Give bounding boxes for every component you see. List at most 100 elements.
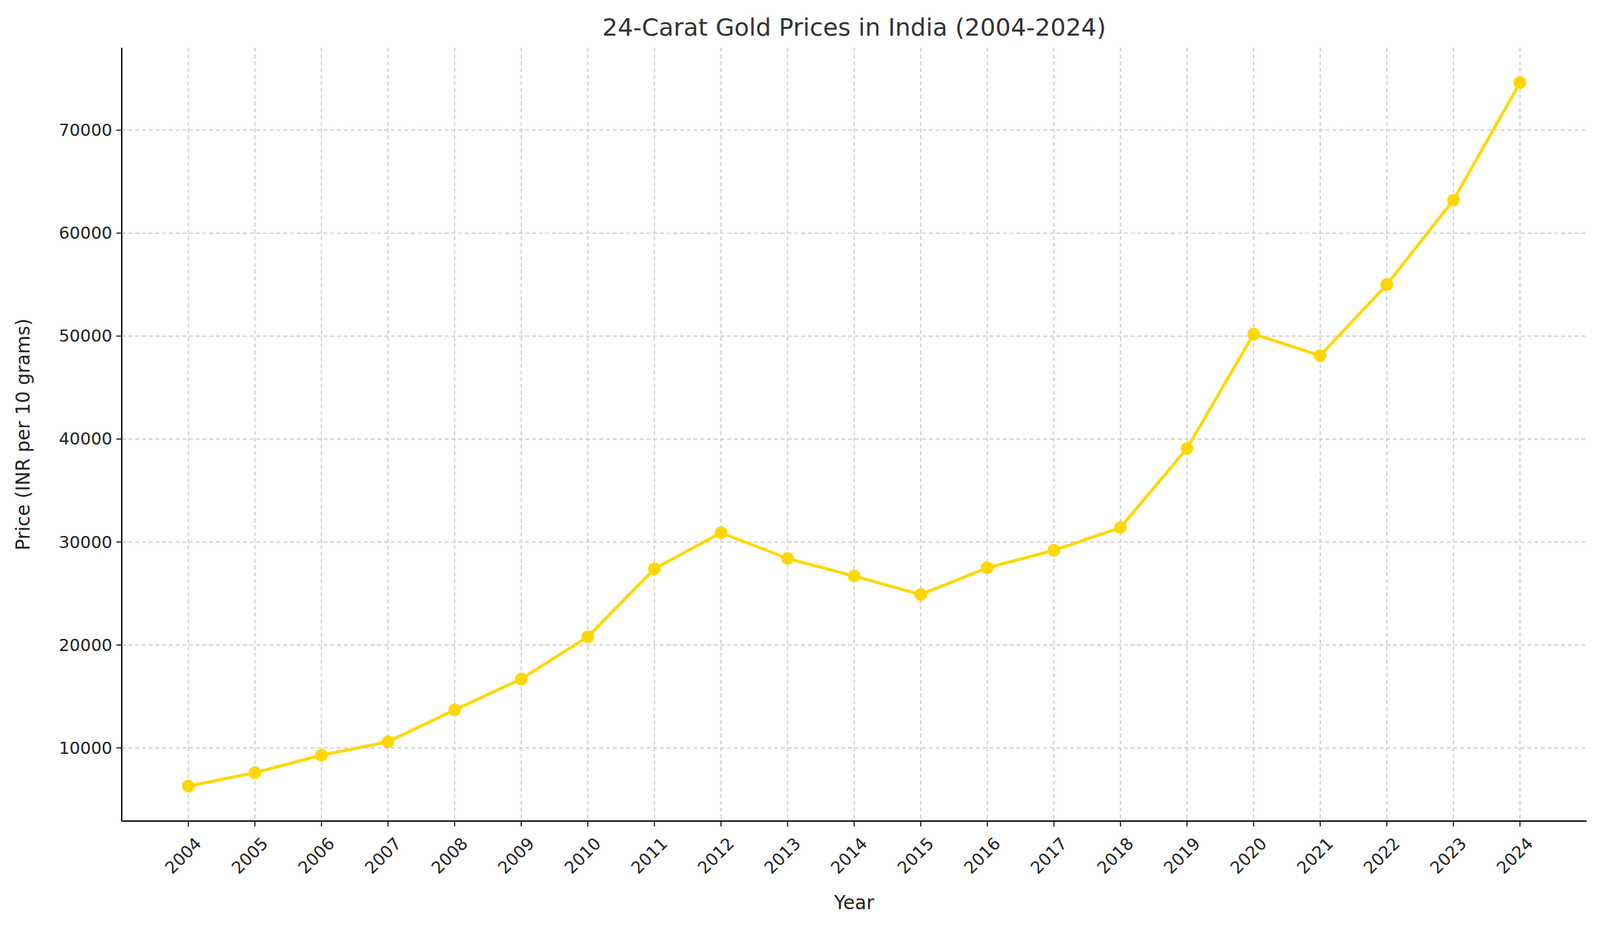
x-grid-line xyxy=(1053,47,1055,822)
x-tick-label: 2014 xyxy=(827,833,871,878)
y-axis-label: Price (INR per 10 grams) xyxy=(12,318,35,551)
x-tick xyxy=(387,821,389,827)
marker xyxy=(648,562,662,576)
x-tick xyxy=(986,821,988,827)
x-grid-line xyxy=(1186,47,1188,822)
x-tick xyxy=(786,821,789,827)
y-tick xyxy=(116,747,122,750)
x-tick xyxy=(1319,821,1321,827)
marker xyxy=(1513,76,1527,90)
title: 24-Carat Gold Prices in India (2004-2024… xyxy=(601,13,1106,42)
marker xyxy=(914,588,928,602)
y-tick xyxy=(116,541,122,543)
x-tick xyxy=(320,821,323,827)
marker xyxy=(1181,441,1194,455)
background xyxy=(0,0,1600,928)
x-tick-label: 2004 xyxy=(161,833,206,878)
x-axis-label: Year xyxy=(833,891,875,914)
marker xyxy=(981,561,995,575)
marker xyxy=(182,779,196,793)
x-grid-line xyxy=(986,47,988,822)
marker xyxy=(581,630,595,643)
x-tick xyxy=(1386,821,1388,827)
x-tick-label: 2011 xyxy=(627,833,672,878)
grid xyxy=(121,47,1587,822)
x-grid-line xyxy=(853,47,855,822)
y-tick-label: 10000 xyxy=(58,738,113,758)
x-tick-label: 2023 xyxy=(1426,833,1471,878)
marker xyxy=(1314,349,1327,362)
x-tick xyxy=(187,821,189,827)
x-tick-label: 2010 xyxy=(560,833,605,878)
x-tick-label: 2024 xyxy=(1493,833,1537,878)
marker xyxy=(382,735,395,749)
x-tick xyxy=(1252,821,1255,827)
y-tick xyxy=(116,438,122,440)
y-tick xyxy=(116,335,122,337)
x-grid-line xyxy=(1252,47,1255,822)
marker xyxy=(1447,193,1461,207)
x-tick xyxy=(254,821,256,827)
x-tick-label: 2012 xyxy=(694,833,738,878)
x-grid-line xyxy=(320,47,323,822)
x-tick xyxy=(853,821,855,827)
y-tick xyxy=(116,129,122,132)
marker xyxy=(1380,278,1394,292)
y-tick-label: 40000 xyxy=(58,429,113,449)
x-tick xyxy=(1519,821,1521,827)
marker xyxy=(248,766,262,780)
x-grid-line xyxy=(1119,47,1122,822)
marker xyxy=(1047,544,1061,557)
marker xyxy=(448,703,462,717)
x-tick xyxy=(587,821,589,827)
x-tick-label: 2005 xyxy=(227,833,272,878)
y-tick-label: 20000 xyxy=(58,635,113,656)
line xyxy=(188,82,1520,787)
x-tick xyxy=(1119,821,1122,827)
x-tick-label: 2013 xyxy=(760,833,805,878)
x-grid-line xyxy=(920,47,922,822)
x-grid-line xyxy=(387,47,389,822)
y-tick-label: 70000 xyxy=(58,120,113,140)
x-tick-label: 2018 xyxy=(1093,833,1138,878)
x-grid-line xyxy=(720,47,722,822)
marker xyxy=(781,552,795,565)
marker xyxy=(714,526,728,540)
y-axis-line xyxy=(121,47,123,822)
x-grid-line xyxy=(587,47,589,822)
axes: 10000 20000 30000 40000 50000 60000 70000 2004 2… xyxy=(58,47,1587,878)
marker xyxy=(515,672,528,686)
x-tick xyxy=(1452,821,1455,827)
x-grid-line xyxy=(1386,47,1388,822)
y-tick-label: 60000 xyxy=(58,223,113,243)
x-tick xyxy=(1186,821,1188,827)
y-tick-label: 50000 xyxy=(58,326,113,346)
x-tick-label: 2008 xyxy=(427,833,472,878)
marker xyxy=(1247,327,1261,341)
marker xyxy=(315,748,329,762)
x-tick xyxy=(920,821,922,827)
x-grid-line xyxy=(786,47,789,822)
series xyxy=(182,76,1527,793)
x-grid-line xyxy=(520,47,522,822)
x-axis-line xyxy=(121,820,1587,822)
x-tick-label: 2020 xyxy=(1226,833,1271,878)
marker xyxy=(1114,521,1128,535)
chart: 10000 20000 30000 40000 50000 60000 70000 2004 2… xyxy=(0,0,1600,928)
y-grid-line xyxy=(121,335,1587,337)
x-tick xyxy=(653,821,656,827)
x-grid-line xyxy=(187,47,189,822)
x-tick-label: 2015 xyxy=(893,833,938,878)
y-tick xyxy=(116,644,122,646)
x-tick xyxy=(720,821,722,827)
x-grid-line xyxy=(1519,47,1521,822)
x-tick xyxy=(520,821,522,827)
chart-root: 10000 20000 30000 40000 50000 60000 70000 2004 2… xyxy=(0,0,1600,928)
x-grid-line xyxy=(254,47,256,822)
y-tick-label: 30000 xyxy=(58,532,113,553)
x-tick-label: 2006 xyxy=(294,833,339,878)
x-tick xyxy=(453,821,456,827)
x-tick-label: 2016 xyxy=(960,833,1005,878)
marker xyxy=(848,569,861,583)
x-grid-line xyxy=(1452,47,1455,822)
